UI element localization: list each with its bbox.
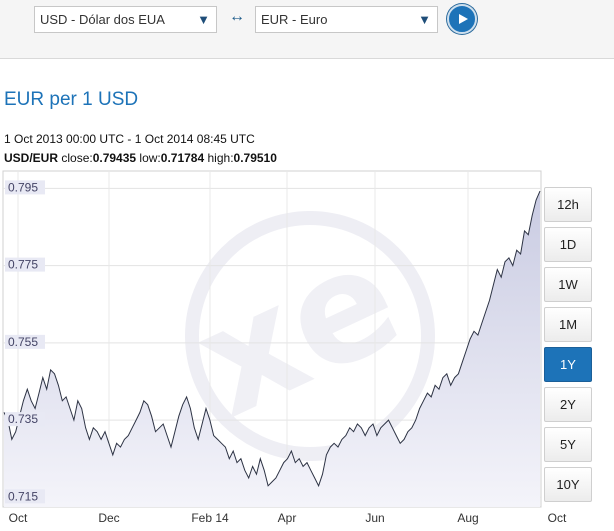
x-axis-ticks: Oct Dec Feb 14 Apr Jun Aug Oct <box>9 511 567 525</box>
range-button-2y[interactable]: 2Y <box>544 387 592 422</box>
close-label: close: <box>58 151 93 165</box>
y-axis-ticks: 0.795 0.775 0.755 0.735 0.715 <box>5 180 45 504</box>
range-button-1m[interactable]: 1M <box>544 307 592 342</box>
x-tick-label: Oct <box>548 511 567 525</box>
range-button-5y[interactable]: 5Y <box>544 427 592 462</box>
low-value: 0.71784 <box>160 151 205 165</box>
chevron-down-icon: ▼ <box>418 12 431 27</box>
low-label: low: <box>136 151 161 165</box>
x-tick-label: Jun <box>365 511 384 525</box>
converter-bar: USD - Dólar dos EUA ▼ ↔ EUR - Euro ▼ <box>0 0 614 59</box>
y-tick-label: 0.775 <box>8 258 38 272</box>
range-button-1w[interactable]: 1W <box>544 267 592 302</box>
from-currency-select[interactable]: USD - Dólar dos EUA ▼ <box>34 6 217 33</box>
chart-title: EUR per 1 USD <box>4 89 139 110</box>
x-tick-label: Aug <box>457 511 478 525</box>
x-tick-label: Dec <box>98 511 119 525</box>
y-tick-label-bg <box>5 180 45 195</box>
high-value: 0.79510 <box>233 151 277 165</box>
range-button-10y[interactable]: 10Y <box>544 467 592 502</box>
y-tick-label-bg <box>5 412 45 427</box>
date-range: 1 Oct 2013 00:00 UTC - 1 Oct 2014 08:45 … <box>4 132 255 146</box>
play-icon <box>459 14 468 24</box>
y-tick-label-bg <box>5 257 45 272</box>
range-button-1d[interactable]: 1D <box>544 227 592 262</box>
y-tick-label: 0.755 <box>8 335 38 349</box>
y-tick-label-bg <box>5 334 45 349</box>
x-tick-label: Oct <box>9 511 28 525</box>
y-tick-label-bg <box>5 489 45 504</box>
pair-stats: USD/EUR close:0.79435 low:0.71784 high:0… <box>4 151 277 165</box>
to-currency-select[interactable]: EUR - Euro ▼ <box>255 6 438 33</box>
from-currency-value: USD - Dólar dos EUA <box>40 12 165 27</box>
x-tick-label: Apr <box>278 511 297 525</box>
to-currency-value: EUR - Euro <box>261 12 328 27</box>
range-button-1y[interactable]: 1Y <box>544 347 592 382</box>
close-value: 0.79435 <box>92 151 137 165</box>
y-tick-label: 0.795 <box>8 180 38 194</box>
convert-go-button[interactable] <box>447 4 477 34</box>
high-label: high: <box>204 151 234 165</box>
rate-line <box>3 190 541 488</box>
y-tick-label: 0.735 <box>8 412 38 426</box>
chevron-down-icon: ▼ <box>197 12 210 27</box>
swap-currencies-icon[interactable]: ↔ <box>229 8 245 25</box>
pair-label: USD/EUR <box>4 151 59 165</box>
rate-area <box>4 191 540 507</box>
range-button-12h[interactable]: 12h <box>544 187 592 222</box>
x-tick-label: Feb 14 <box>191 511 229 525</box>
y-tick-label: 0.715 <box>8 489 38 503</box>
